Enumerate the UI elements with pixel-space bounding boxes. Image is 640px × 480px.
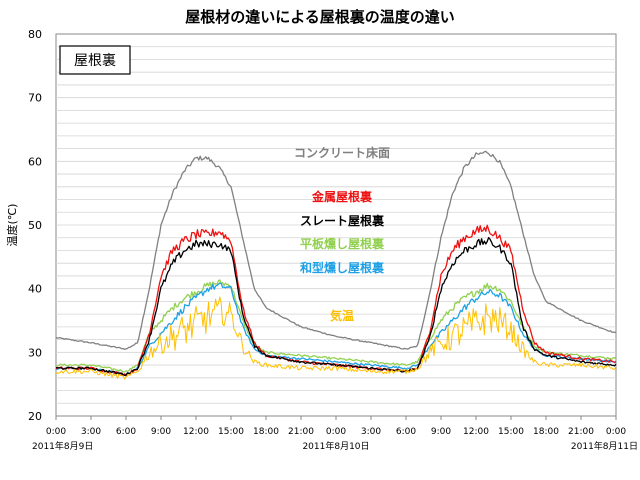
x-tick-label: 9:00 xyxy=(431,427,451,437)
x-tick-label: 15:00 xyxy=(218,427,244,437)
series-line xyxy=(55,224,617,377)
x-tick-label: 3:00 xyxy=(81,427,101,437)
date-label: 2011年8月9日 xyxy=(32,440,93,452)
series-line xyxy=(55,150,617,351)
x-tick-label: 21:00 xyxy=(568,427,594,437)
y-tick-label: 30 xyxy=(28,346,42,359)
x-tick-label: 21:00 xyxy=(288,427,314,437)
x-tick-label: 18:00 xyxy=(253,427,279,437)
y-tick-label: 60 xyxy=(28,155,42,168)
y-tick-label: 40 xyxy=(28,283,42,296)
x-tick-label: 0:00 xyxy=(606,427,626,437)
y-tick-label: 70 xyxy=(28,92,42,105)
legend-japanese-ibushi-attic: 和型燻し屋根裏 xyxy=(299,260,385,275)
series-line xyxy=(55,282,617,376)
legend-concrete-floor: コンクリート床面 xyxy=(294,145,390,160)
x-tick-label: 0:00 xyxy=(46,427,66,437)
series-layer xyxy=(55,150,617,380)
x-tick-label: 0:00 xyxy=(326,427,346,437)
date-label: 2011年8月10日 xyxy=(302,440,369,452)
x-tick-label: 15:00 xyxy=(498,427,524,437)
legend-flat-ibushi-attic: 平板燻し屋根裏 xyxy=(300,236,385,251)
date-label: 2011年8月11日 xyxy=(571,440,638,452)
chart-title: 屋根材の違いによる屋根裏の温度の違い xyxy=(185,8,455,26)
legend: コンクリート床面 金属屋根裏 スレート屋根裏 平板燻し屋根裏 和型燻し屋根裏 気… xyxy=(294,145,390,323)
panel-label: 屋根裏 xyxy=(74,52,116,69)
x-axis-ticks: 0:00 3:00 6:00 9:00 12:00 15:00 18:00 21:00 0:00… xyxy=(46,416,626,437)
y-tick-label: 80 xyxy=(28,28,42,41)
legend-air-temperature: 気温 xyxy=(330,308,354,323)
x-tick-label: 3:00 xyxy=(361,427,381,437)
y-tick-label: 20 xyxy=(28,410,42,423)
plot-area xyxy=(55,33,617,417)
y-tick-label: 50 xyxy=(28,219,42,232)
x-tick-label: 9:00 xyxy=(151,427,171,437)
x-tick-label: 6:00 xyxy=(116,427,136,437)
y-axis-label: 温度(℃) xyxy=(5,204,19,247)
series-line xyxy=(55,296,617,380)
x-tick-label: 12:00 xyxy=(463,427,489,437)
x-tick-label: 6:00 xyxy=(396,427,416,437)
y-axis-ticks: 20 30 40 50 60 70 80 xyxy=(28,28,42,423)
x-tick-label: 18:00 xyxy=(533,427,559,437)
date-labels: 2011年8月9日 2011年8月10日 2011年8月11日 xyxy=(32,440,638,452)
x-tick-label: 12:00 xyxy=(183,427,209,437)
legend-slate-attic: スレート屋根裏 xyxy=(300,213,385,228)
panel-label-frame xyxy=(59,45,131,75)
legend-metal-attic: 金属屋根裏 xyxy=(311,189,373,204)
panel-label-box: 屋根裏 xyxy=(59,45,131,75)
